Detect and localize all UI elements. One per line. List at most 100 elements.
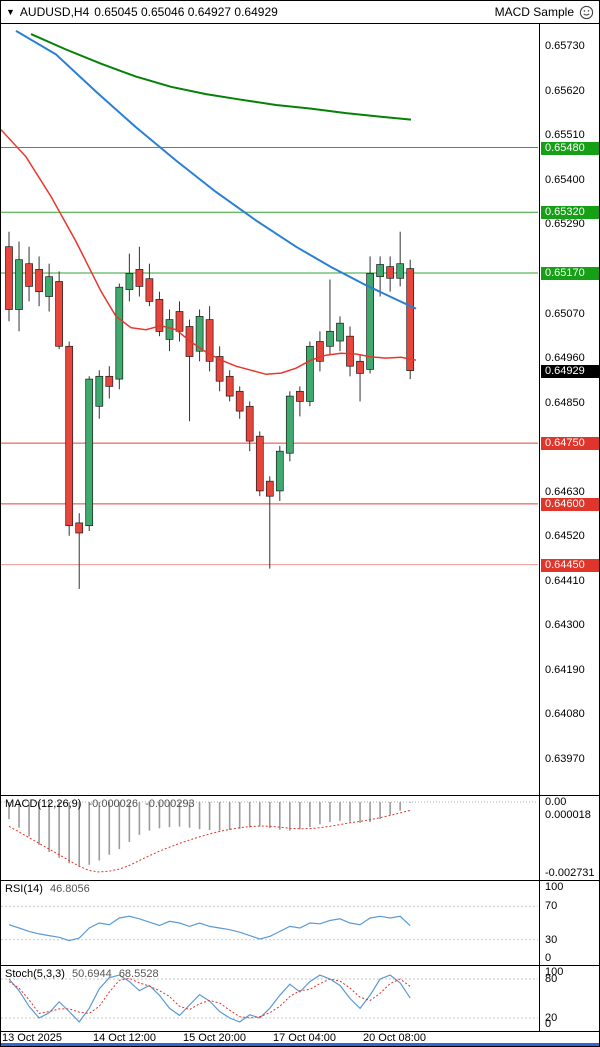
candle-down (215, 356, 224, 382)
time-axis-label: 17 Oct 04:00 (273, 1032, 336, 1044)
price-tick-label: 0.63970 (545, 752, 585, 765)
expert-advisor-name: MACD Sample (494, 5, 574, 19)
price-chart-panel[interactable]: 0.65730 0.65620 0.65510 0.65400 0.65290 0.650… (1, 23, 599, 795)
time-axis-label: 15 Oct 20:00 (183, 1032, 246, 1044)
chart-header: ▼ AUDUSD,H4 0.65045 0.65046 0.64927 0.64… (1, 1, 599, 23)
time-axis[interactable]: 13 Oct 2025 14 Oct 12:00 15 Oct 20:00 17 Oc… (1, 1031, 599, 1044)
symbol-dropdown-icon[interactable]: ▼ (6, 6, 15, 17)
ohlc-quotes: 0.65045 0.65046 0.64927 0.64929 (94, 5, 278, 19)
chart-header-right: MACD Sample (495, 5, 594, 20)
macd-panel[interactable]: MACD(12,26,9) -0.000026 -0.000293 0.00 0.… (1, 795, 599, 880)
price-level-badge: 0.64750 (541, 437, 599, 451)
expert-advisor-smiley-icon[interactable] (579, 5, 594, 20)
price-tick-label: 0.65620 (545, 84, 585, 97)
price-tick-label: 0.64850 (545, 396, 585, 409)
time-axis-label: 14 Oct 12:00 (93, 1032, 156, 1044)
rsi-plot[interactable] (1, 881, 539, 965)
stochastic-plot[interactable] (1, 966, 539, 1031)
rsi-header: RSI(14) 46.8056 (5, 883, 90, 895)
stochastic-value-d: 68.5528 (118, 968, 159, 980)
candle-down (265, 480, 274, 497)
price-tick-label: 0.65400 (545, 173, 585, 186)
stochastic-panel[interactable]: Stoch(5,3,3) 50.6944 68.5528 100 80 20 0 (1, 965, 599, 1031)
candle-down (55, 281, 63, 347)
price-tick-label: 0.64630 (545, 485, 585, 498)
candle-down (255, 435, 264, 492)
candle-down (175, 311, 184, 332)
candle-down (356, 360, 364, 374)
price-level-badge: 0.64600 (541, 497, 599, 511)
time-axis-label: 13 Oct 2025 (2, 1032, 62, 1044)
stoch-axis-label: 20 (545, 1012, 558, 1024)
macd-label: MACD(12,26,9) (5, 798, 82, 810)
candle-up (326, 330, 334, 347)
macd-axis[interactable]: 0.00 0.000018 -0.002731 (539, 796, 599, 880)
candle-down (75, 522, 84, 534)
candle-down (25, 263, 33, 287)
fast-ma-red (1, 129, 417, 376)
candle-up (396, 263, 405, 279)
rsi-axis[interactable]: 100 70 30 0 (539, 881, 599, 965)
symbol-title: AUDUSD,H4 (19, 5, 90, 19)
stoch-axis-label: 100 (545, 966, 564, 978)
stoch-axis-label: 0 (545, 1018, 552, 1030)
rsi-value: 46.8056 (49, 883, 90, 895)
price-axis[interactable]: 0.65730 0.65620 0.65510 0.65400 0.65290 0.650… (539, 24, 599, 795)
candle-down (145, 278, 154, 302)
candle-down (205, 319, 214, 362)
mid-ma-blue (15, 30, 417, 310)
candle-down (235, 390, 244, 412)
price-tick-label: 0.64520 (545, 530, 585, 543)
candle-down (35, 269, 43, 293)
current-price-badge: 0.64929 (541, 364, 599, 378)
stoch-k-line (8, 974, 411, 1023)
time-axis-label: 20 Oct 08:00 (363, 1032, 426, 1044)
price-tick-label: 0.65070 (545, 307, 585, 320)
candle-up (95, 375, 104, 407)
candle-up (275, 450, 284, 492)
window-edge-strip (1, 1043, 599, 1046)
candle-down (406, 268, 415, 371)
candle-down (225, 375, 234, 397)
rsi-axis-label: 70 (545, 900, 558, 913)
price-tick-label: 0.64410 (545, 574, 585, 587)
rsi-label: RSI(14) (5, 883, 43, 895)
rsi-line (8, 915, 411, 942)
price-tick-label: 0.65510 (545, 129, 585, 142)
price-level-badge: 0.65170 (541, 267, 599, 281)
macd-histogram (8, 802, 412, 867)
rsi-axis-label: 0 (545, 952, 552, 964)
macd-axis-label: 0.000018 (545, 808, 591, 821)
price-level-badge: 0.65480 (541, 141, 599, 155)
candle-up (376, 264, 384, 277)
price-tick-label: 0.64080 (545, 708, 585, 721)
candle-up (195, 316, 204, 352)
candles (5, 231, 415, 589)
price-chart-plot[interactable] (1, 24, 539, 795)
stochastic-value-k: 50.6944 (71, 968, 112, 980)
price-level-badge: 0.65320 (541, 206, 599, 220)
rsi-panel[interactable]: RSI(14) 46.8056 100 70 30 0 (1, 880, 599, 965)
candle-down (5, 246, 13, 310)
candle-up (366, 273, 374, 370)
candle-up (165, 319, 174, 340)
candle-up (336, 322, 344, 342)
candle-down (105, 375, 114, 387)
candle-up (306, 345, 314, 402)
candle-down (386, 266, 394, 279)
rsi-axis-label: 30 (545, 933, 558, 946)
candle-down (155, 299, 164, 332)
price-tick-label: 0.65290 (545, 218, 585, 231)
stochastic-label: Stoch(5,3,3) (5, 968, 65, 980)
macd-signal-line (8, 809, 411, 873)
price-tick-label: 0.64190 (545, 663, 585, 676)
candle-down (245, 405, 254, 442)
macd-plot[interactable] (1, 796, 539, 880)
macd-axis-label: 0.00 (545, 796, 567, 808)
rsi-axis-label: 100 (545, 881, 564, 893)
macd-axis-label: -0.002731 (545, 867, 595, 879)
stochastic-axis[interactable]: 100 80 20 0 (539, 966, 599, 1031)
price-tick-label: 0.64960 (545, 352, 585, 365)
candle-down (296, 390, 304, 402)
